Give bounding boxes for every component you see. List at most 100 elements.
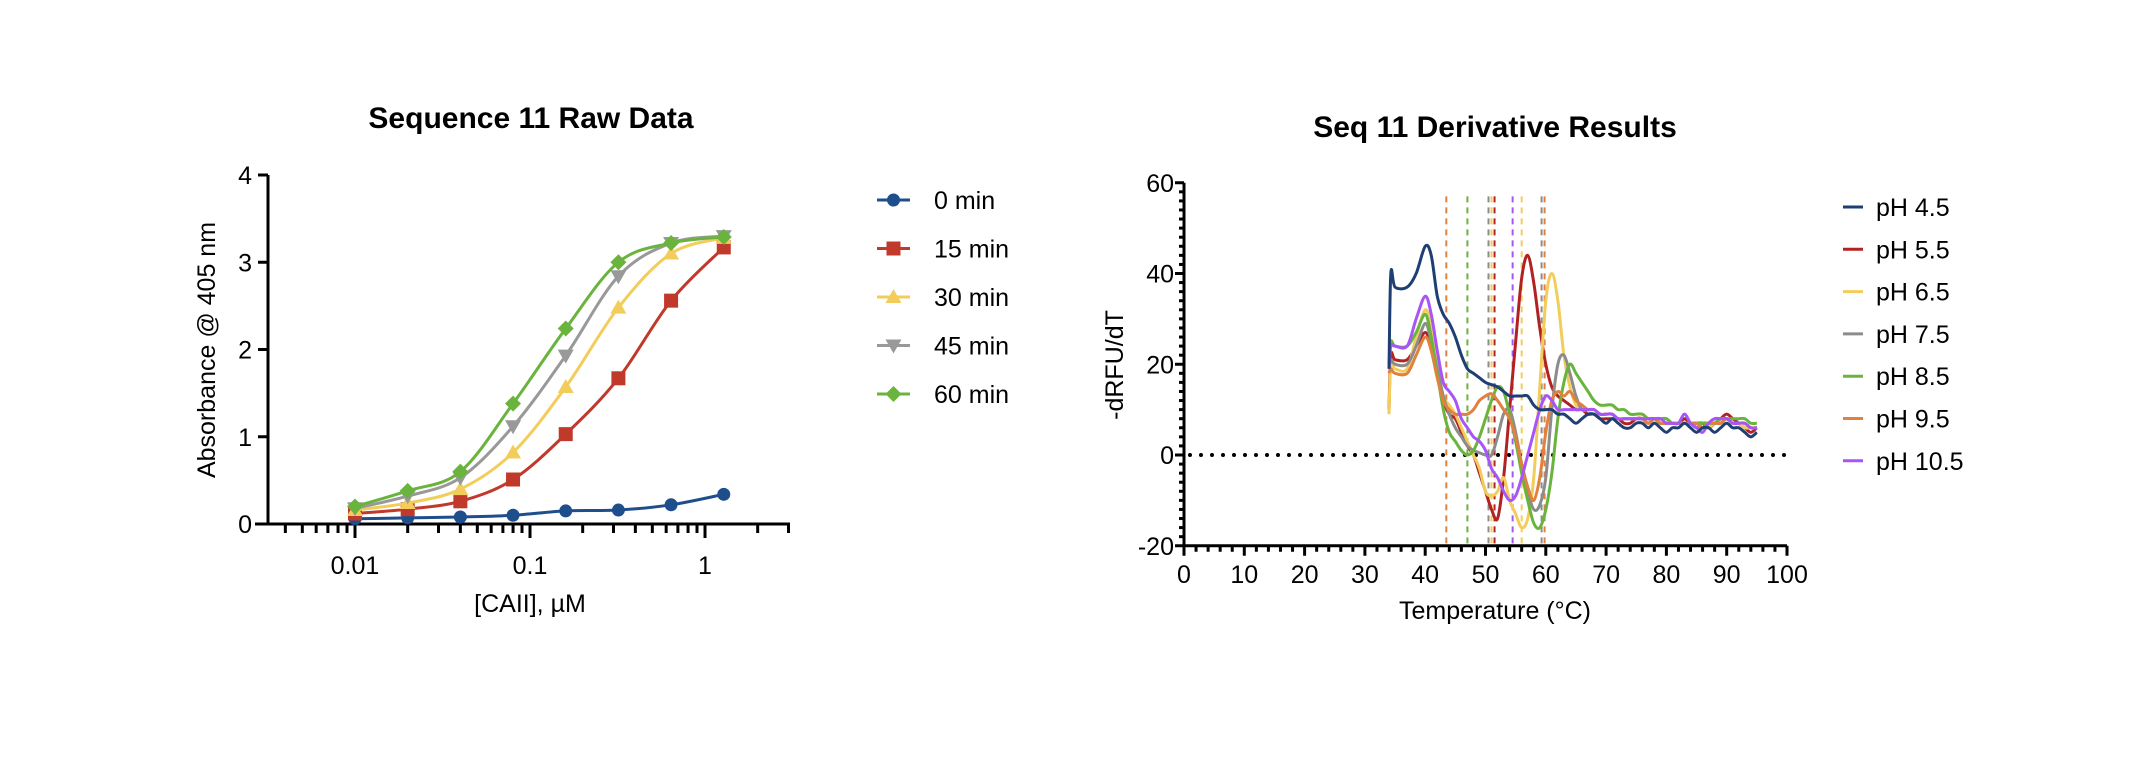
legend: 0 min 15 min 30 min 45 min 60 min [877,187,1009,409]
legend-item: 45 min [877,333,1009,361]
x-axis-label: [CAII], µM [474,590,586,618]
legend-label: pH 10.5 [1876,448,1964,476]
legend-item: pH 7.5 [1843,321,1950,349]
x-tick-label: 70 [1592,561,1620,589]
legend-label: pH 5.5 [1876,236,1950,264]
legend-item: 30 min [877,284,1009,312]
data-point [559,504,573,518]
legend-label: pH 9.5 [1876,406,1950,434]
y-tick-label: 2 [238,337,252,365]
legend-item: 60 min [877,381,1009,409]
legend-label: pH 6.5 [1876,279,1950,307]
fit-curve [354,234,724,510]
data-point [505,420,522,435]
x-axis-label: Temperature (°C) [1399,597,1591,625]
data-point [399,482,416,499]
legend-label: pH 7.5 [1876,321,1950,349]
x-tick-label: 10 [1230,561,1258,589]
legend-item: 0 min [877,187,995,215]
x-tick-label: 20 [1291,561,1319,589]
legend-label: 0 min [934,187,995,215]
legend-marker [885,289,902,303]
y-tick-label: 0 [238,511,252,539]
series-60-min [347,228,732,515]
x-tick-label: 80 [1652,561,1680,589]
fit-curve [354,235,724,508]
legend-item: pH 6.5 [1843,279,1950,307]
series-pH-9.5 [1387,335,1757,502]
data-point [453,510,467,524]
legend-item: pH 5.5 [1843,236,1950,264]
y-tick-label: 3 [238,249,252,277]
legend-marker [887,193,900,207]
y-tick-label: -20 [1138,533,1174,561]
y-tick-label: 60 [1146,170,1174,198]
data-point [610,299,627,314]
legend-item: pH 10.5 [1843,448,1964,476]
data-point [452,481,469,496]
legend-item: pH 4.5 [1843,194,1950,222]
legend-label: 30 min [934,284,1009,312]
y-tick-label: 0 [1160,442,1174,470]
data-point [610,254,627,271]
y-tick-label: 4 [238,162,252,190]
data-point [347,498,363,515]
data-point [664,293,679,308]
x-tick-label: 30 [1351,561,1379,589]
data-point [611,371,626,386]
data-point [610,270,627,285]
legend-marker [885,339,902,354]
data-point [557,379,574,394]
y-tick-label: 1 [238,424,252,452]
x-tick-label: 60 [1532,561,1560,589]
chart-title: Sequence 11 Raw Data [368,102,693,135]
x-tick-label: 0 [1177,561,1191,589]
data-point [717,487,731,501]
data-point [557,320,574,337]
x-tick-label: 90 [1713,561,1741,589]
x-tick-label: 0.01 [331,552,380,580]
data-point [505,395,522,412]
data-point [506,508,520,522]
legend: pH 4.5 pH 5.5 pH 6.5 pH 7.5 pH 8.5 pH 9.5 pH 1… [1843,194,1964,476]
data-point [611,503,625,517]
data-point [453,494,468,509]
legend-label: pH 8.5 [1876,363,1950,391]
legend-marker [886,241,901,256]
series-30-min [347,229,732,517]
x-tick-label: 50 [1472,561,1500,589]
legend-label: pH 4.5 [1876,194,1950,222]
data-point [663,245,680,260]
y-axis-label: -dRFU/dT [1101,310,1129,420]
x-tick-label: 1 [698,552,712,580]
series-pH-10.5 [1387,294,1757,503]
legend-label: 45 min [934,333,1009,361]
series-group [347,228,732,526]
series-group [1387,243,1758,530]
data-point [716,240,731,255]
series-15-min [348,240,731,521]
fit-curve [354,246,725,516]
legend-marker [885,386,902,402]
series-pH-4.5 [1387,243,1758,439]
legend-item: 15 min [877,236,1009,264]
data-point [505,444,522,459]
data-point [663,235,680,252]
x-tick-label: 40 [1411,561,1439,589]
series-0-min [348,487,731,526]
x-tick-label: 0.1 [513,552,548,580]
legend-item: pH 8.5 [1843,363,1950,391]
legend-item: pH 9.5 [1843,406,1950,434]
y-tick-label: 20 [1146,351,1174,379]
legend-label: 15 min [934,236,1009,264]
data-point [506,472,521,487]
data-point [557,349,574,364]
x-tick-label: 100 [1766,561,1808,589]
fit-curve [354,236,725,512]
data-point [558,427,573,442]
data-point [452,463,469,480]
y-tick-label: 40 [1146,261,1174,289]
series-45-min [347,230,732,517]
